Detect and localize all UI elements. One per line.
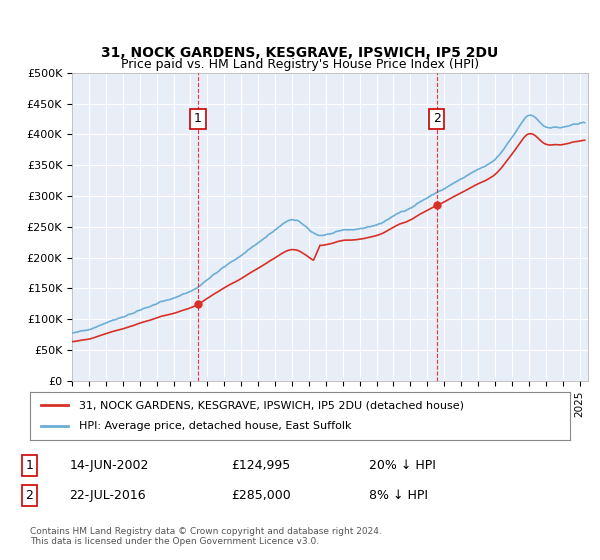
Text: 14-JUN-2002: 14-JUN-2002	[70, 459, 149, 472]
Text: Price paid vs. HM Land Registry's House Price Index (HPI): Price paid vs. HM Land Registry's House …	[121, 58, 479, 71]
Text: 2: 2	[433, 113, 440, 125]
Text: £124,995: £124,995	[231, 459, 290, 472]
Text: 22-JUL-2016: 22-JUL-2016	[70, 489, 146, 502]
Text: £285,000: £285,000	[231, 489, 290, 502]
Text: 20% ↓ HPI: 20% ↓ HPI	[369, 459, 436, 472]
Text: 31, NOCK GARDENS, KESGRAVE, IPSWICH, IP5 2DU: 31, NOCK GARDENS, KESGRAVE, IPSWICH, IP5…	[101, 46, 499, 60]
Text: 8% ↓ HPI: 8% ↓ HPI	[369, 489, 428, 502]
Text: Contains HM Land Registry data © Crown copyright and database right 2024.
This d: Contains HM Land Registry data © Crown c…	[30, 526, 382, 546]
Text: 31, NOCK GARDENS, KESGRAVE, IPSWICH, IP5 2DU (detached house): 31, NOCK GARDENS, KESGRAVE, IPSWICH, IP5…	[79, 400, 464, 410]
Text: 1: 1	[194, 113, 202, 125]
Text: 1: 1	[25, 459, 33, 472]
Text: 2: 2	[25, 489, 33, 502]
Text: HPI: Average price, detached house, East Suffolk: HPI: Average price, detached house, East…	[79, 421, 351, 431]
